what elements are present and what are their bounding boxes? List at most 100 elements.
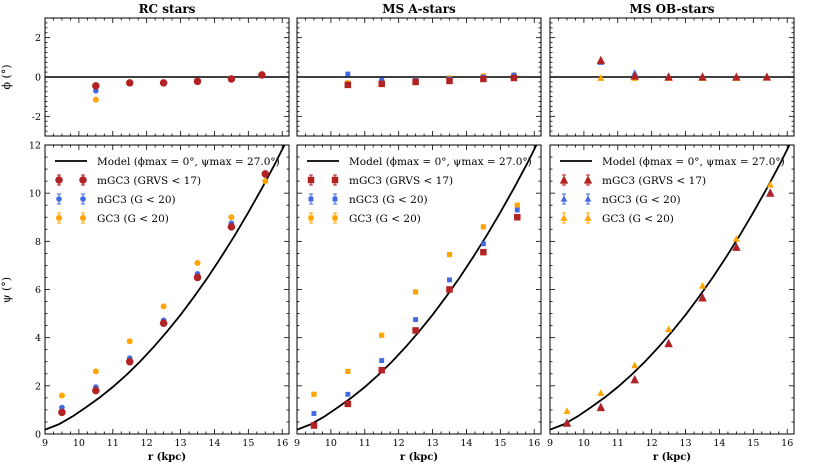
psi-subplot: 0 2 4 6 8 10 12 9 10 11 12 13 14 15 16 xyxy=(29,141,290,449)
x-axis-label: r (kpc) xyxy=(148,452,186,463)
psi-point-GC3 xyxy=(126,338,133,345)
phi-point-nGC3 xyxy=(93,87,99,94)
psi-point-nGC3 xyxy=(311,411,317,416)
phi-point-mGC3 xyxy=(664,72,673,81)
legend-marker-GC3 xyxy=(56,215,62,221)
psi-point-mGC3 xyxy=(125,358,134,366)
psi-point-GC3 xyxy=(514,202,520,208)
phi-point-mGC3 xyxy=(344,81,352,89)
psi-point-GC3 xyxy=(699,282,706,289)
phi-point-mGC3 xyxy=(125,79,134,87)
psi-point-mGC3 xyxy=(159,319,168,327)
psi-point-mGC3 xyxy=(92,386,100,395)
phi-point-mGC3 xyxy=(732,72,741,81)
phi-point-mGC3 xyxy=(480,75,487,83)
psi-point-nGC3 xyxy=(480,241,486,247)
legend-marker-mGC3 xyxy=(583,175,593,184)
psi-x-tick-label: 16 xyxy=(781,438,793,449)
legend-marker-mGC3 xyxy=(55,176,63,184)
psi-point-nGC3 xyxy=(447,277,452,283)
legend-model-label: Model (ϕmax = 0°, ψmax = 27.0°) xyxy=(602,156,785,168)
psi-point-mGC3 xyxy=(562,418,572,427)
psi-point-GC3 xyxy=(58,392,65,399)
legend-marker-nGC3 xyxy=(332,196,338,202)
x-axis-label: r (kpc) xyxy=(400,452,438,463)
legend-label-mGC3: mGC3 (GRVS < 17) xyxy=(349,175,453,187)
legend-marker-nGC3 xyxy=(56,196,62,202)
psi-point-GC3 xyxy=(160,303,167,310)
panel-2: MS OB-stars 9 10 11 12 13 14 15 16 r (kpc) Model (… xyxy=(547,2,795,463)
legend-marker-GC3 xyxy=(560,214,568,221)
psi-x-tick-label: 15 xyxy=(494,438,506,449)
psi-point-mGC3 xyxy=(378,366,385,374)
psi-point-GC3 xyxy=(228,214,235,221)
legend-marker-mGC3 xyxy=(331,176,339,184)
phi-y-tick-label: -2 xyxy=(32,112,41,123)
legend-label-nGC3: nGC3 (G < 20) xyxy=(97,194,176,206)
phi-y-tick-label: 0 xyxy=(35,73,41,84)
psi-x-tick-label: 12 xyxy=(646,438,658,449)
psi-point-GC3 xyxy=(262,178,269,185)
psi-frame xyxy=(296,144,542,435)
psi-y-tick-label: 8 xyxy=(35,237,41,248)
legend-marker-mGC3 xyxy=(559,175,569,184)
phi-y-tick-label: 2 xyxy=(35,33,41,44)
legend-marker-nGC3 xyxy=(308,196,314,202)
psi-x-tick-label: 11 xyxy=(107,438,119,449)
psi-point-mGC3 xyxy=(480,248,487,256)
psi-x-tick-label: 16 xyxy=(528,438,540,449)
psi-x-tick-label: 12 xyxy=(393,438,405,449)
psi-point-mGC3 xyxy=(310,422,318,429)
phi-point-mGC3 xyxy=(698,72,707,81)
legend-label-mGC3: mGC3 (GRVS < 17) xyxy=(602,175,706,187)
legend-label-GC3: GC3 (G < 20) xyxy=(602,213,674,225)
legend-model-label: Model (ϕmax = 0°, ψmax = 27.0°) xyxy=(349,156,532,168)
phi-point-mGC3 xyxy=(227,75,236,83)
psi-point-mGC3 xyxy=(766,188,775,197)
psi-point-GC3 xyxy=(446,251,453,258)
psi-point-GC3 xyxy=(631,361,639,369)
phi-point-nGC3 xyxy=(379,77,385,83)
phi-frame xyxy=(549,17,795,137)
legend-label-GC3: GC3 (G < 20) xyxy=(97,213,169,225)
phi-point-mGC3 xyxy=(596,55,606,64)
legend-marker-GC3 xyxy=(308,215,314,221)
psi-x-tick-label: 10 xyxy=(325,438,337,449)
legend-marker-mGC3 xyxy=(79,176,87,184)
psi-x-tick-label: 13 xyxy=(175,438,187,449)
psi-y-tick-label: 2 xyxy=(35,381,41,392)
panel-0: RC stars -2 0 2 0 2 4 6 8 10 12 9 10 11 12 13 14 15 16 r (k… xyxy=(29,2,290,463)
psi-point-GC3 xyxy=(379,332,385,338)
psi-point-GC3 xyxy=(597,389,605,396)
legend-marker-GC3 xyxy=(584,214,592,221)
psi-x-tick-label: 16 xyxy=(276,438,288,449)
legend-marker-nGC3 xyxy=(584,195,592,202)
phi-subplot: -2 0 2 xyxy=(32,17,290,137)
phi-point-mGC3 xyxy=(412,78,419,86)
legend-model-label: Model (ϕmax = 0°, ψmax = 27.0°) xyxy=(97,156,280,168)
psi-model-curve xyxy=(297,145,538,431)
legend-label-GC3: GC3 (G < 20) xyxy=(349,213,421,225)
psi-point-mGC3 xyxy=(227,223,236,231)
phi-frame xyxy=(296,17,542,137)
psi-point-GC3 xyxy=(563,407,571,414)
psi-x-tick-label: 15 xyxy=(747,438,759,449)
legend-marker-nGC3 xyxy=(80,196,86,202)
x-axis-label: r (kpc) xyxy=(653,452,691,463)
legend-marker-GC3 xyxy=(332,215,338,221)
phi-point-GC3 xyxy=(597,74,605,81)
psi-point-nGC3 xyxy=(514,207,520,213)
psi-point-GC3 xyxy=(766,180,774,188)
legend-marker-mGC3 xyxy=(307,176,315,184)
phi-point-mGC3 xyxy=(630,71,639,80)
psi-point-nGC3 xyxy=(413,317,419,323)
phi-subplot xyxy=(549,17,795,137)
psi-y-tick-label: 4 xyxy=(35,333,41,344)
panel-1: MS A-stars 9 10 11 12 13 14 15 16 r (kpc) Model (ϕ… xyxy=(294,2,542,463)
psi-point-mGC3 xyxy=(193,273,202,282)
phi-point-GC3 xyxy=(92,96,99,103)
psi-x-tick-label: 9 xyxy=(294,438,300,449)
psi-y-tick-label: 6 xyxy=(35,285,41,296)
psi-x-tick-label: 15 xyxy=(242,438,254,449)
psi-model-curve xyxy=(550,145,791,431)
